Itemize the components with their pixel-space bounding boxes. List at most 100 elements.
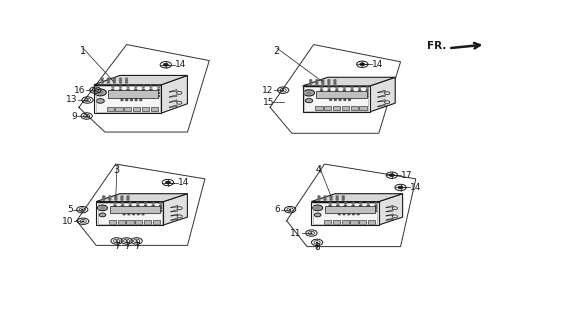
Polygon shape bbox=[116, 107, 123, 111]
Text: 7: 7 bbox=[134, 242, 140, 251]
Text: 14: 14 bbox=[176, 60, 187, 69]
Circle shape bbox=[322, 83, 324, 84]
Text: 3: 3 bbox=[113, 164, 119, 174]
Circle shape bbox=[330, 99, 332, 100]
Circle shape bbox=[367, 210, 370, 212]
Circle shape bbox=[115, 196, 117, 197]
Circle shape bbox=[343, 96, 346, 97]
Circle shape bbox=[123, 214, 125, 215]
Circle shape bbox=[367, 205, 370, 206]
Circle shape bbox=[338, 212, 341, 213]
Circle shape bbox=[114, 210, 116, 212]
Polygon shape bbox=[386, 214, 393, 216]
Circle shape bbox=[312, 205, 323, 211]
Polygon shape bbox=[151, 107, 158, 111]
Circle shape bbox=[330, 196, 332, 197]
Circle shape bbox=[348, 214, 350, 215]
Circle shape bbox=[334, 83, 336, 84]
Circle shape bbox=[318, 196, 320, 197]
Circle shape bbox=[119, 86, 122, 87]
Circle shape bbox=[127, 196, 129, 197]
Circle shape bbox=[122, 210, 123, 212]
Circle shape bbox=[328, 93, 330, 94]
Circle shape bbox=[344, 98, 346, 99]
Polygon shape bbox=[171, 205, 178, 208]
Circle shape bbox=[144, 202, 146, 204]
Circle shape bbox=[129, 205, 131, 206]
Text: 7: 7 bbox=[114, 242, 119, 251]
Circle shape bbox=[337, 205, 339, 206]
Circle shape bbox=[122, 208, 123, 209]
Circle shape bbox=[366, 93, 369, 94]
Polygon shape bbox=[135, 220, 142, 224]
Circle shape bbox=[144, 205, 146, 206]
Circle shape bbox=[119, 92, 122, 93]
Circle shape bbox=[344, 99, 346, 100]
Circle shape bbox=[97, 91, 103, 94]
Polygon shape bbox=[324, 106, 332, 110]
Circle shape bbox=[320, 96, 323, 97]
Polygon shape bbox=[110, 206, 160, 212]
Polygon shape bbox=[386, 210, 393, 212]
Circle shape bbox=[366, 87, 369, 88]
Circle shape bbox=[352, 212, 355, 213]
Circle shape bbox=[129, 210, 131, 212]
Circle shape bbox=[348, 98, 351, 99]
Circle shape bbox=[343, 90, 346, 91]
Circle shape bbox=[348, 99, 351, 100]
Circle shape bbox=[339, 99, 341, 100]
Polygon shape bbox=[302, 86, 370, 112]
Circle shape bbox=[116, 240, 117, 241]
Circle shape bbox=[102, 78, 103, 79]
Circle shape bbox=[328, 87, 330, 88]
Circle shape bbox=[160, 202, 162, 204]
Circle shape bbox=[132, 212, 135, 213]
Circle shape bbox=[360, 208, 362, 209]
Circle shape bbox=[126, 82, 127, 83]
Circle shape bbox=[137, 208, 139, 209]
Polygon shape bbox=[169, 90, 177, 92]
Circle shape bbox=[98, 205, 107, 211]
Circle shape bbox=[344, 210, 347, 212]
Polygon shape bbox=[169, 95, 177, 97]
Circle shape bbox=[324, 196, 326, 197]
Circle shape bbox=[343, 93, 346, 94]
Circle shape bbox=[360, 63, 365, 66]
Polygon shape bbox=[378, 104, 385, 107]
Circle shape bbox=[320, 87, 323, 88]
Circle shape bbox=[330, 197, 332, 199]
Circle shape bbox=[337, 210, 339, 212]
Circle shape bbox=[126, 98, 128, 99]
Circle shape bbox=[112, 95, 114, 97]
Circle shape bbox=[318, 197, 320, 199]
Circle shape bbox=[357, 212, 359, 213]
Circle shape bbox=[122, 202, 123, 204]
Circle shape bbox=[165, 181, 171, 184]
Circle shape bbox=[352, 210, 354, 212]
Text: 13: 13 bbox=[66, 95, 78, 105]
Circle shape bbox=[102, 82, 103, 83]
Circle shape bbox=[160, 210, 162, 212]
Text: FR.: FR. bbox=[427, 41, 446, 52]
Circle shape bbox=[135, 86, 137, 87]
Circle shape bbox=[129, 202, 131, 204]
Circle shape bbox=[320, 93, 323, 94]
Text: 16: 16 bbox=[74, 86, 86, 95]
Circle shape bbox=[94, 89, 106, 96]
Text: 14: 14 bbox=[177, 178, 189, 187]
Circle shape bbox=[152, 205, 154, 206]
Circle shape bbox=[330, 98, 332, 99]
Circle shape bbox=[330, 199, 332, 200]
Circle shape bbox=[158, 95, 160, 97]
Circle shape bbox=[324, 199, 326, 200]
Circle shape bbox=[81, 209, 83, 210]
Circle shape bbox=[135, 95, 137, 97]
Text: 4: 4 bbox=[316, 164, 322, 174]
Circle shape bbox=[316, 80, 318, 81]
Circle shape bbox=[126, 78, 127, 79]
Circle shape bbox=[150, 86, 152, 87]
Circle shape bbox=[339, 98, 341, 99]
Circle shape bbox=[152, 210, 154, 212]
Circle shape bbox=[334, 80, 336, 81]
Circle shape bbox=[334, 98, 337, 99]
